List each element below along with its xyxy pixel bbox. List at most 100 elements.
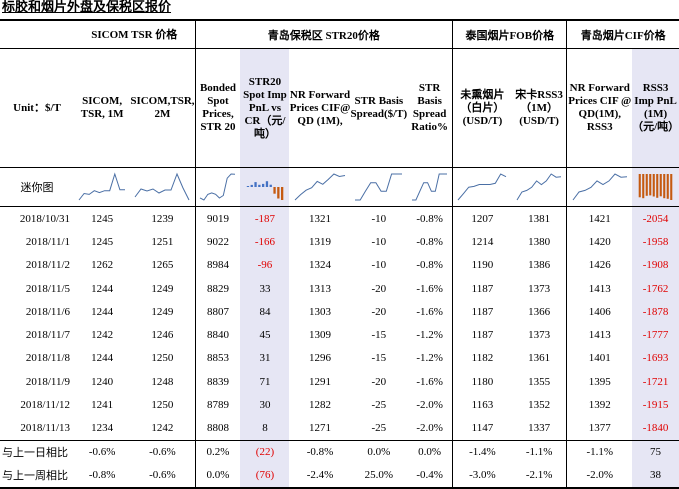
table-row: 2018/10/31 1245 1239 9019 -187 1321 -10 -0.8% 12… [0,206,679,231]
cell-c3: 8984 [206,259,229,272]
cell-c11: -1958 [632,230,679,254]
sparkline-path [294,173,346,201]
cell-c6: -10 [371,235,387,248]
group-rss3: 青岛烟片CIF价格 [566,19,679,49]
cell-c6: -20 [371,305,387,318]
cell-c11: -1777 [632,323,679,347]
cell-c9: 1373 [511,276,568,301]
sparkline-svg [516,173,562,201]
sparkbar-bar [246,186,250,187]
sparkline-path [572,173,627,201]
cell-c6: -15 [371,329,387,342]
sparkline-path [458,173,507,201]
sparkbar-bar [652,174,655,197]
table-row: 2018/11/1 1245 1251 9022 -166 1319 -10 -0.8% 121… [0,230,679,254]
cell-c10: 1413 [588,282,611,295]
cmp-c2: -0.6% [130,440,196,464]
cell-c9: 1380 [511,230,568,254]
cell-c2: 1249 [130,276,196,301]
cmp-c4: (22) [240,440,290,464]
cmp-c10: -1.1% [586,446,614,459]
cell-c3: 8839 [206,375,229,388]
cmp-c8: -1.4% [469,446,496,459]
sparkline-c6 [350,167,408,207]
cmp-c9: -1.1% [511,440,568,464]
comparison-row: 与上一日相比 -0.6% -0.6% 0.2% (22) -0.8% 0.0% 0.0% -1.… [0,440,679,464]
cell-c6: -25 [350,416,408,441]
cell-c7: -0.8% [407,253,454,277]
cell-c9: 1366 [511,300,568,324]
cell-c9: 1373 [511,323,568,347]
sparkbar-bar [261,183,265,187]
sparkbar-bar [258,184,261,187]
cell-c11: -1878 [632,300,679,324]
cell-c8: 1163 [471,399,494,412]
sparkbar-c11 [632,167,679,207]
cell-c8: 1147 [452,416,512,441]
cell-c8: 1187 [471,282,494,295]
table-row: 2018/11/13 1234 1242 8808 8 1271 -25 -2.0% 1147 1… [0,416,679,441]
col-rss3-forward: NR Forward Prices CIF @ QD(1M), RSS3 [566,48,633,168]
sparkbar-bar [649,174,652,196]
sparkline-path [78,172,126,201]
data-rows: 2018/10/31 1245 1239 9019 -187 1321 -10 -0.8% 12… [0,206,679,441]
cell-c3: 8853 [206,352,229,365]
price-table: SICOM TSR 价格 青岛保税区 STR20价格 泰国烟片FOB价格 青岛烟… [0,19,679,489]
col-str20-pnl: STR20 Spot Imp PnL vs CR（元/吨） [240,48,290,168]
col-basis-ratio: STR Basis Spread Ratio% [407,48,454,168]
cell-c3: 8808 [195,416,241,441]
cell-c7: -0.8% [407,206,454,231]
sparkline-svg [572,173,627,201]
cell-c1: 1244 [91,352,114,365]
group-header-row: SICOM TSR 价格 青岛保税区 STR20价格 泰国烟片FOB价格 青岛烟… [0,19,679,49]
cell-c2: 1250 [130,393,196,417]
sparkbar-bar [663,174,666,199]
cell-c1: 1234 [74,416,131,441]
cell-c3: 8807 [206,305,229,318]
sparkline-svg [294,173,346,201]
cell-c1: 1244 [91,305,114,318]
sparkline-c10 [566,167,633,207]
cell-c10: 1413 [588,329,611,342]
cmp-c6: 0.0% [367,446,391,459]
cell-c4: 33 [240,276,290,301]
cell-c4: 45 [240,323,290,347]
cell-c8: 1182 [471,352,494,365]
col-bonded-spot: Bonded Spot Prices, STR 20 [195,48,241,168]
col-unsmoked-sheet: 未熏烟片（白片）(USD/T) [452,48,512,168]
cell-c2: 1246 [130,323,196,347]
sparkline-row: 迷你图 [0,167,679,207]
col-basis-spread: STR Basis Spread($/T) [350,48,408,168]
row-date: 2018/11/9 [25,375,71,388]
cell-c7: -2.0% [407,393,454,417]
cell-c10: 1420 [588,235,611,248]
cell-c11: -1762 [632,276,679,301]
col-songkhla-rss3: 宋卡RSS3（1M）(USD/T) [511,48,568,168]
table-row: 2018/11/6 1244 1249 8807 84 1303 -20 -1.6% 1187 1… [0,300,679,324]
cell-c5: 1296 [309,352,331,365]
cell-c11: -1908 [632,253,679,277]
cell-c1: 1242 [91,329,114,342]
sparkline-path [135,172,190,201]
cell-c9: 1355 [511,370,568,394]
sparkbar-bar [269,184,272,187]
sparkline-c2 [130,167,196,207]
sparkline-c1 [74,167,131,207]
cmp-c1: -0.6% [88,446,116,459]
sparkline-path [516,173,562,201]
sparkbar-bar [645,174,648,196]
cell-c1: 1262 [91,259,114,272]
table-row: 2018/11/7 1242 1246 8840 45 1309 -15 -1.2% 1187 1… [0,323,679,347]
cell-c5: 1303 [309,305,331,318]
cell-c3: 9019 [206,212,229,225]
sparkbar-bar [273,187,276,194]
cell-c4: -166 [240,230,290,254]
cell-c3: 8829 [206,282,229,295]
cell-c2: 1265 [130,253,196,277]
sparkbar-bar [659,174,662,197]
cell-c5: 1324 [309,259,331,272]
cell-c1: 1245 [91,235,114,248]
cell-c11: -1915 [632,393,679,417]
cell-c4: -96 [240,253,290,277]
sparkline-svg [355,173,403,201]
